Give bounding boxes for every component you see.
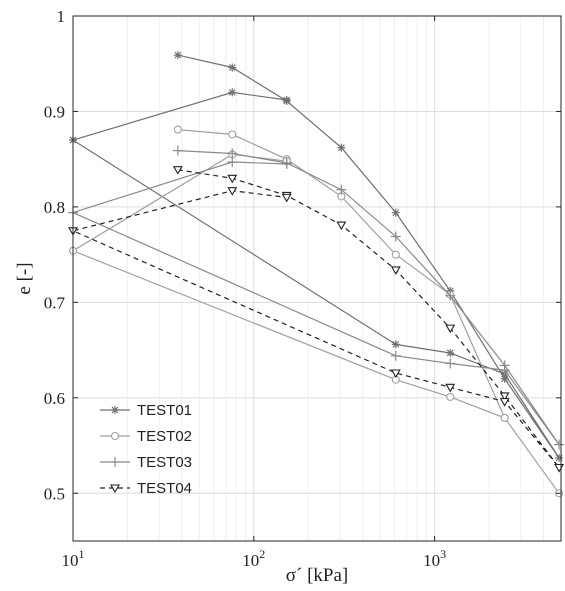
data-point [281,158,292,169]
data-point [446,348,455,357]
data-point [391,208,400,217]
data-point [172,166,183,175]
data-point [500,413,509,422]
series-line [71,129,560,494]
series-1 [69,51,564,462]
grid [72,15,562,541]
data-point [173,51,182,60]
series-line [71,54,560,459]
data-point [336,221,347,231]
data-point [281,193,292,203]
legend-label: TEST01 [137,402,192,419]
y-axis-label: e [-] [14,262,35,294]
data-point [499,398,510,407]
legend-label: TEST03 [137,454,192,471]
data-point [499,365,510,376]
legend: TEST01 TEST02 TEST03 TEST04 [100,402,192,497]
data-point [499,392,510,402]
data-point [228,88,237,97]
series-line [71,150,560,445]
series-line [71,169,560,468]
legend-item: TEST02 [100,428,192,445]
data-point [337,143,346,152]
y-tick-label: 0.8 [44,198,65,217]
data-point [227,187,238,196]
legend-label: TEST04 [137,480,192,497]
x-tick-label: 101 [62,547,85,570]
data-point [172,145,183,156]
data-point [391,250,400,259]
data-point [390,266,401,276]
data-point [554,439,565,450]
legend-label: TEST02 [137,428,192,445]
data-point [445,290,456,301]
data-point [228,130,237,139]
data-point [227,148,238,159]
legend-item: TEST01 [100,402,192,419]
y-tick-label: 1 [57,7,66,26]
data-point [227,157,238,168]
data-point [173,125,182,134]
x-tick-label: 103 [423,547,446,570]
x-axis-label: σ´ [kPa] [286,565,348,586]
data-point [390,231,401,242]
data-point [555,453,564,462]
plot-background [73,16,561,541]
series-3 [68,145,565,450]
series-4 [68,166,565,473]
y-tick-label: 0.5 [44,484,65,503]
legend-item: TEST03 [100,454,192,471]
data-point [445,324,456,334]
data-point [390,350,401,361]
legend-item: TEST04 [100,480,192,497]
data-point [391,340,400,349]
data-point [445,358,456,369]
y-tick-label: 0.9 [44,102,65,121]
data-point [446,392,455,401]
data-point [228,63,237,72]
data-point [445,383,456,393]
x-tick-label: 102 [242,547,265,570]
y-tick-label: 0.6 [44,389,65,408]
ticks: 0.5 0.6 0.7 0.8 0.9 1 101 102 103 [44,7,561,570]
y-tick-label: 0.7 [44,293,66,312]
data-point [227,174,238,184]
data-point [390,369,401,379]
plot-frame [72,15,562,542]
data-point [336,184,347,195]
data-point [282,96,291,104]
